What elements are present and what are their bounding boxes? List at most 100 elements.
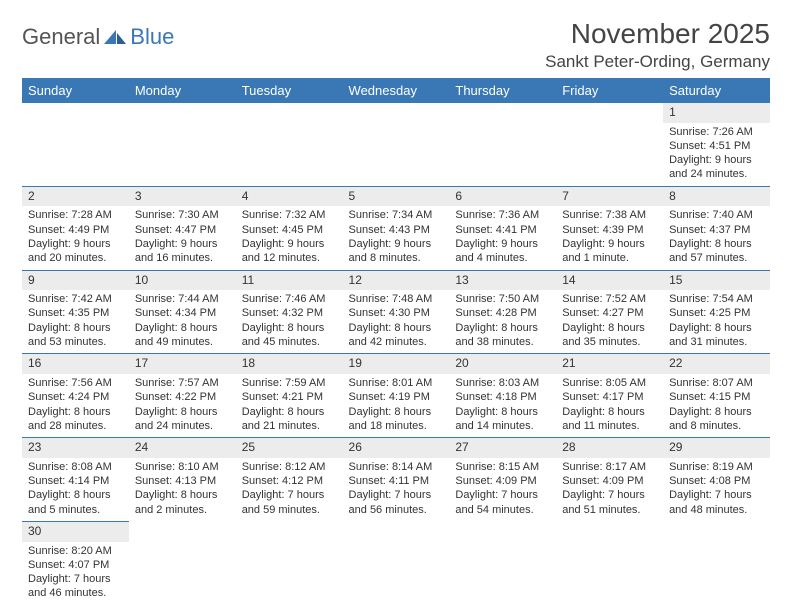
day-detail-cell: Sunrise: 7:50 AMSunset: 4:28 PMDaylight:…	[449, 290, 556, 354]
weekday-header: Thursday	[449, 78, 556, 103]
weekday-header: Saturday	[663, 78, 770, 103]
day-number-cell	[343, 103, 450, 123]
day-number-row: 16171819202122	[22, 354, 770, 374]
sunrise-text: Sunrise: 8:12 AM	[242, 460, 337, 474]
weekday-header: Wednesday	[343, 78, 450, 103]
daylight-text: and 8 minutes.	[669, 419, 764, 433]
day-detail-cell: Sunrise: 8:01 AMSunset: 4:19 PMDaylight:…	[343, 374, 450, 438]
sunset-text: Sunset: 4:25 PM	[669, 306, 764, 320]
daylight-text: Daylight: 8 hours	[455, 405, 550, 419]
day-detail-cell: Sunrise: 7:40 AMSunset: 4:37 PMDaylight:…	[663, 206, 770, 270]
day-number-cell	[22, 103, 129, 123]
daylight-text: and 20 minutes.	[28, 251, 123, 265]
sunset-text: Sunset: 4:43 PM	[349, 223, 444, 237]
day-detail-cell	[556, 123, 663, 187]
daylight-text: and 18 minutes.	[349, 419, 444, 433]
daylight-text: and 48 minutes.	[669, 503, 764, 517]
day-number-cell	[236, 103, 343, 123]
daylight-text: Daylight: 9 hours	[349, 237, 444, 251]
day-number-cell: 24	[129, 438, 236, 458]
daylight-text: Daylight: 7 hours	[242, 488, 337, 502]
day-number-cell	[663, 521, 770, 541]
day-number-cell: 21	[556, 354, 663, 374]
sunset-text: Sunset: 4:15 PM	[669, 390, 764, 404]
sunrise-text: Sunrise: 7:56 AM	[28, 376, 123, 390]
day-number-cell: 30	[22, 521, 129, 541]
daylight-text: Daylight: 7 hours	[28, 572, 123, 586]
sunrise-text: Sunrise: 7:38 AM	[562, 208, 657, 222]
day-number-cell	[236, 521, 343, 541]
month-title: November 2025	[545, 18, 770, 50]
sunset-text: Sunset: 4:39 PM	[562, 223, 657, 237]
day-detail-cell: Sunrise: 7:56 AMSunset: 4:24 PMDaylight:…	[22, 374, 129, 438]
day-detail-cell	[236, 542, 343, 605]
daylight-text: Daylight: 8 hours	[28, 321, 123, 335]
day-detail-cell: Sunrise: 8:15 AMSunset: 4:09 PMDaylight:…	[449, 458, 556, 522]
day-detail-cell: Sunrise: 8:14 AMSunset: 4:11 PMDaylight:…	[343, 458, 450, 522]
daylight-text: Daylight: 8 hours	[28, 405, 123, 419]
day-number-cell: 4	[236, 186, 343, 206]
day-number-cell: 8	[663, 186, 770, 206]
day-detail-row: Sunrise: 7:56 AMSunset: 4:24 PMDaylight:…	[22, 374, 770, 438]
sunset-text: Sunset: 4:14 PM	[28, 474, 123, 488]
location: Sankt Peter-Ording, Germany	[545, 52, 770, 72]
sunset-text: Sunset: 4:34 PM	[135, 306, 230, 320]
daylight-text: Daylight: 8 hours	[135, 405, 230, 419]
day-detail-cell: Sunrise: 8:08 AMSunset: 4:14 PMDaylight:…	[22, 458, 129, 522]
weekday-header: Tuesday	[236, 78, 343, 103]
sunset-text: Sunset: 4:07 PM	[28, 558, 123, 572]
daylight-text: Daylight: 8 hours	[349, 405, 444, 419]
day-number-row: 1	[22, 103, 770, 123]
weekday-header: Friday	[556, 78, 663, 103]
daylight-text: Daylight: 8 hours	[349, 321, 444, 335]
sunset-text: Sunset: 4:09 PM	[455, 474, 550, 488]
day-number-row: 30	[22, 521, 770, 541]
daylight-text: and 31 minutes.	[669, 335, 764, 349]
sunrise-text: Sunrise: 7:54 AM	[669, 292, 764, 306]
weekday-header: Monday	[129, 78, 236, 103]
sunrise-text: Sunrise: 8:14 AM	[349, 460, 444, 474]
day-number-cell: 23	[22, 438, 129, 458]
daylight-text: Daylight: 9 hours	[669, 153, 764, 167]
sunrise-text: Sunrise: 7:48 AM	[349, 292, 444, 306]
day-number-cell	[556, 103, 663, 123]
sunset-text: Sunset: 4:35 PM	[28, 306, 123, 320]
day-detail-cell	[129, 123, 236, 187]
daylight-text: Daylight: 9 hours	[28, 237, 123, 251]
daylight-text: and 53 minutes.	[28, 335, 123, 349]
day-detail-row: Sunrise: 7:42 AMSunset: 4:35 PMDaylight:…	[22, 290, 770, 354]
day-detail-cell: Sunrise: 7:28 AMSunset: 4:49 PMDaylight:…	[22, 206, 129, 270]
daylight-text: Daylight: 8 hours	[455, 321, 550, 335]
day-detail-cell: Sunrise: 7:44 AMSunset: 4:34 PMDaylight:…	[129, 290, 236, 354]
sunrise-text: Sunrise: 8:17 AM	[562, 460, 657, 474]
daylight-text: and 49 minutes.	[135, 335, 230, 349]
daylight-text: and 2 minutes.	[135, 503, 230, 517]
daylight-text: and 4 minutes.	[455, 251, 550, 265]
day-detail-cell: Sunrise: 8:10 AMSunset: 4:13 PMDaylight:…	[129, 458, 236, 522]
day-number-cell: 2	[22, 186, 129, 206]
day-number-cell: 9	[22, 270, 129, 290]
day-detail-cell: Sunrise: 8:07 AMSunset: 4:15 PMDaylight:…	[663, 374, 770, 438]
sunrise-text: Sunrise: 7:59 AM	[242, 376, 337, 390]
day-detail-cell	[663, 542, 770, 605]
sunrise-text: Sunrise: 7:32 AM	[242, 208, 337, 222]
weekday-header: Sunday	[22, 78, 129, 103]
sunset-text: Sunset: 4:21 PM	[242, 390, 337, 404]
sunrise-text: Sunrise: 7:57 AM	[135, 376, 230, 390]
daylight-text: and 24 minutes.	[669, 167, 764, 181]
sunset-text: Sunset: 4:37 PM	[669, 223, 764, 237]
sunrise-text: Sunrise: 8:05 AM	[562, 376, 657, 390]
sunset-text: Sunset: 4:49 PM	[28, 223, 123, 237]
sunrise-text: Sunrise: 8:15 AM	[455, 460, 550, 474]
day-detail-row: Sunrise: 7:28 AMSunset: 4:49 PMDaylight:…	[22, 206, 770, 270]
sunrise-text: Sunrise: 8:07 AM	[669, 376, 764, 390]
day-number-cell	[449, 521, 556, 541]
day-number-cell	[556, 521, 663, 541]
day-detail-cell: Sunrise: 7:59 AMSunset: 4:21 PMDaylight:…	[236, 374, 343, 438]
sunset-text: Sunset: 4:09 PM	[562, 474, 657, 488]
day-number-cell: 10	[129, 270, 236, 290]
sunset-text: Sunset: 4:19 PM	[349, 390, 444, 404]
day-number-cell: 13	[449, 270, 556, 290]
day-number-cell: 12	[343, 270, 450, 290]
day-number-cell: 19	[343, 354, 450, 374]
